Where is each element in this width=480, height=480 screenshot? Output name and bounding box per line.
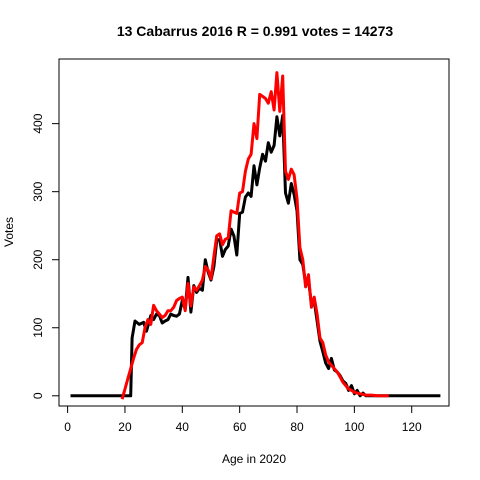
x-tick-label: 60 bbox=[233, 420, 247, 434]
y-tick-label: 0 bbox=[31, 392, 45, 399]
y-tick-label: 300 bbox=[31, 181, 45, 201]
y-axis-label: Votes bbox=[2, 217, 16, 247]
chart-title: 13 Cabarrus 2016 R = 0.991 votes = 14273 bbox=[117, 23, 394, 39]
x-tick-label: 40 bbox=[176, 420, 190, 434]
x-axis: 0 20 40 60 80 100 120 bbox=[64, 405, 422, 434]
y-axis: 0 100 200 300 400 bbox=[31, 113, 60, 399]
x-tick-label: 20 bbox=[118, 420, 132, 434]
y-tick-label: 200 bbox=[31, 249, 45, 269]
series-layer bbox=[70, 71, 441, 400]
x-axis-label: Age in 2020 bbox=[222, 452, 286, 466]
x-tick-label: 80 bbox=[290, 420, 304, 434]
x-tick-label: 100 bbox=[344, 420, 364, 434]
x-tick-label: 0 bbox=[64, 420, 71, 434]
y-tick-label: 100 bbox=[31, 317, 45, 337]
y-tick-label: 400 bbox=[31, 113, 45, 133]
x-tick-label: 120 bbox=[402, 420, 422, 434]
series-line-2 bbox=[120, 71, 389, 400]
